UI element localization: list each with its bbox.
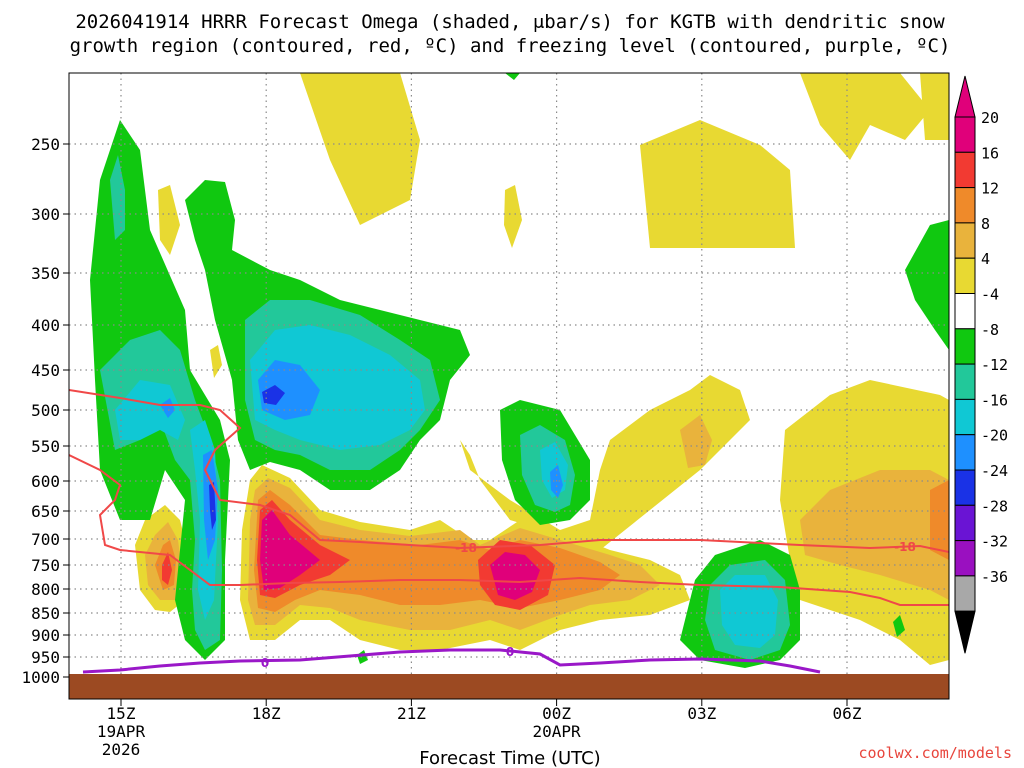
y-tick-label: 300 [31, 205, 60, 224]
y-tick-label: 500 [31, 401, 60, 420]
x-tick-label: 00Z [542, 704, 571, 723]
colorbar-label: -20 [981, 427, 1008, 445]
x-tick-label: 03Z [687, 704, 716, 723]
colorbar-swatch [954, 151, 976, 189]
colorbar-swatch [954, 328, 976, 365]
x-tick-label: 18Z [252, 704, 281, 723]
colorbar-label: 16 [981, 144, 999, 162]
colorbar-top-arrow [954, 75, 976, 118]
colorbar-label: -24 [981, 462, 1008, 480]
colorbar-label: -8 [981, 321, 999, 339]
y-tick-label: 600 [31, 472, 60, 491]
y-tick-label: 1000 [21, 668, 60, 687]
x-tick-sublabel: 20APR [533, 722, 582, 741]
colorbar-bottom-arrow [954, 610, 976, 654]
colorbar-label: -36 [981, 568, 1008, 586]
ground-surface [69, 674, 949, 699]
colorbar-swatch [954, 363, 976, 400]
y-tick-label: 550 [31, 437, 60, 456]
y-tick-label: 650 [31, 502, 60, 521]
colorbar-swatch [954, 434, 976, 471]
x-axis-label: Forecast Time (UTC) [419, 748, 600, 768]
y-tick-label: 350 [31, 264, 60, 283]
y-tick-label: 450 [31, 361, 60, 380]
freezing-level-contour [82, 648, 821, 674]
colorbar-swatch [954, 187, 976, 224]
x-tick-label: 21Z [397, 704, 426, 723]
contour-label-m18-b: -18 [894, 540, 916, 554]
colorbar-label: -28 [981, 497, 1008, 515]
y-tick-label: 850 [31, 604, 60, 623]
x-tick-label: 15Z [107, 704, 136, 723]
x-tick-label: 06Z [833, 704, 862, 723]
plot-frame [68, 72, 950, 700]
y-tick-label: 400 [31, 316, 60, 335]
colorbar-label: 8 [981, 215, 990, 233]
contour-label-zero-a: 0 [261, 656, 269, 670]
colorbar-label: -4 [981, 286, 999, 304]
chart-title-line2: growth region (contoured, red, ºC) and f… [70, 35, 951, 57]
y-tick-label: 950 [31, 648, 60, 667]
y-tick-label: 800 [31, 580, 60, 599]
colorbar-label: -12 [981, 356, 1008, 374]
x-tick-sublabel: 2026 [102, 740, 141, 759]
y-axis: 250 300 350 400 450 500 550 600 650 700 750 800 850 9… [21, 135, 69, 687]
colorbar-swatch [954, 222, 976, 259]
y-tick-label: 900 [31, 626, 60, 645]
omega-shade-gt20 [260, 510, 540, 600]
plot-area [69, 73, 949, 699]
colorbar-swatch [954, 469, 976, 506]
dendritic-contour-lower [69, 454, 949, 606]
colorbar-label: -32 [981, 533, 1008, 551]
chart-title-line1: 2026041914 HRRR Forecast Omega (shaded, … [75, 11, 945, 33]
colorbar-swatch [954, 398, 976, 436]
y-tick-label: 700 [31, 530, 60, 549]
colorbar-label: -16 [981, 391, 1008, 409]
colorbar-swatch [954, 116, 976, 153]
grid [69, 73, 949, 699]
dendritic-contour-upper [69, 389, 949, 553]
colorbar-label: 12 [981, 180, 999, 198]
colorbar-swatch [954, 540, 976, 577]
colorbar-swatch [954, 504, 976, 542]
colorbar: 20 16 12 8 4 -4 -8 -12 -16 -20 -24 -28 -32 -36 [954, 75, 1008, 654]
colorbar-swatch [954, 293, 976, 330]
x-tick-sublabel: 19APR [97, 722, 146, 741]
contour-label-m18-a: -18 [455, 541, 477, 555]
y-tick-label: 750 [31, 556, 60, 575]
y-tick-label: 250 [31, 135, 60, 154]
colorbar-swatch [954, 257, 976, 295]
contour-label-zero-b: 0 [506, 645, 514, 659]
colorbar-label: 4 [981, 250, 990, 268]
colorbar-label: 20 [981, 109, 999, 127]
credit-text: coolwx.com/models [858, 744, 1012, 762]
omega-shade-m24-m20 [209, 385, 285, 530]
colorbar-swatch [954, 575, 976, 612]
